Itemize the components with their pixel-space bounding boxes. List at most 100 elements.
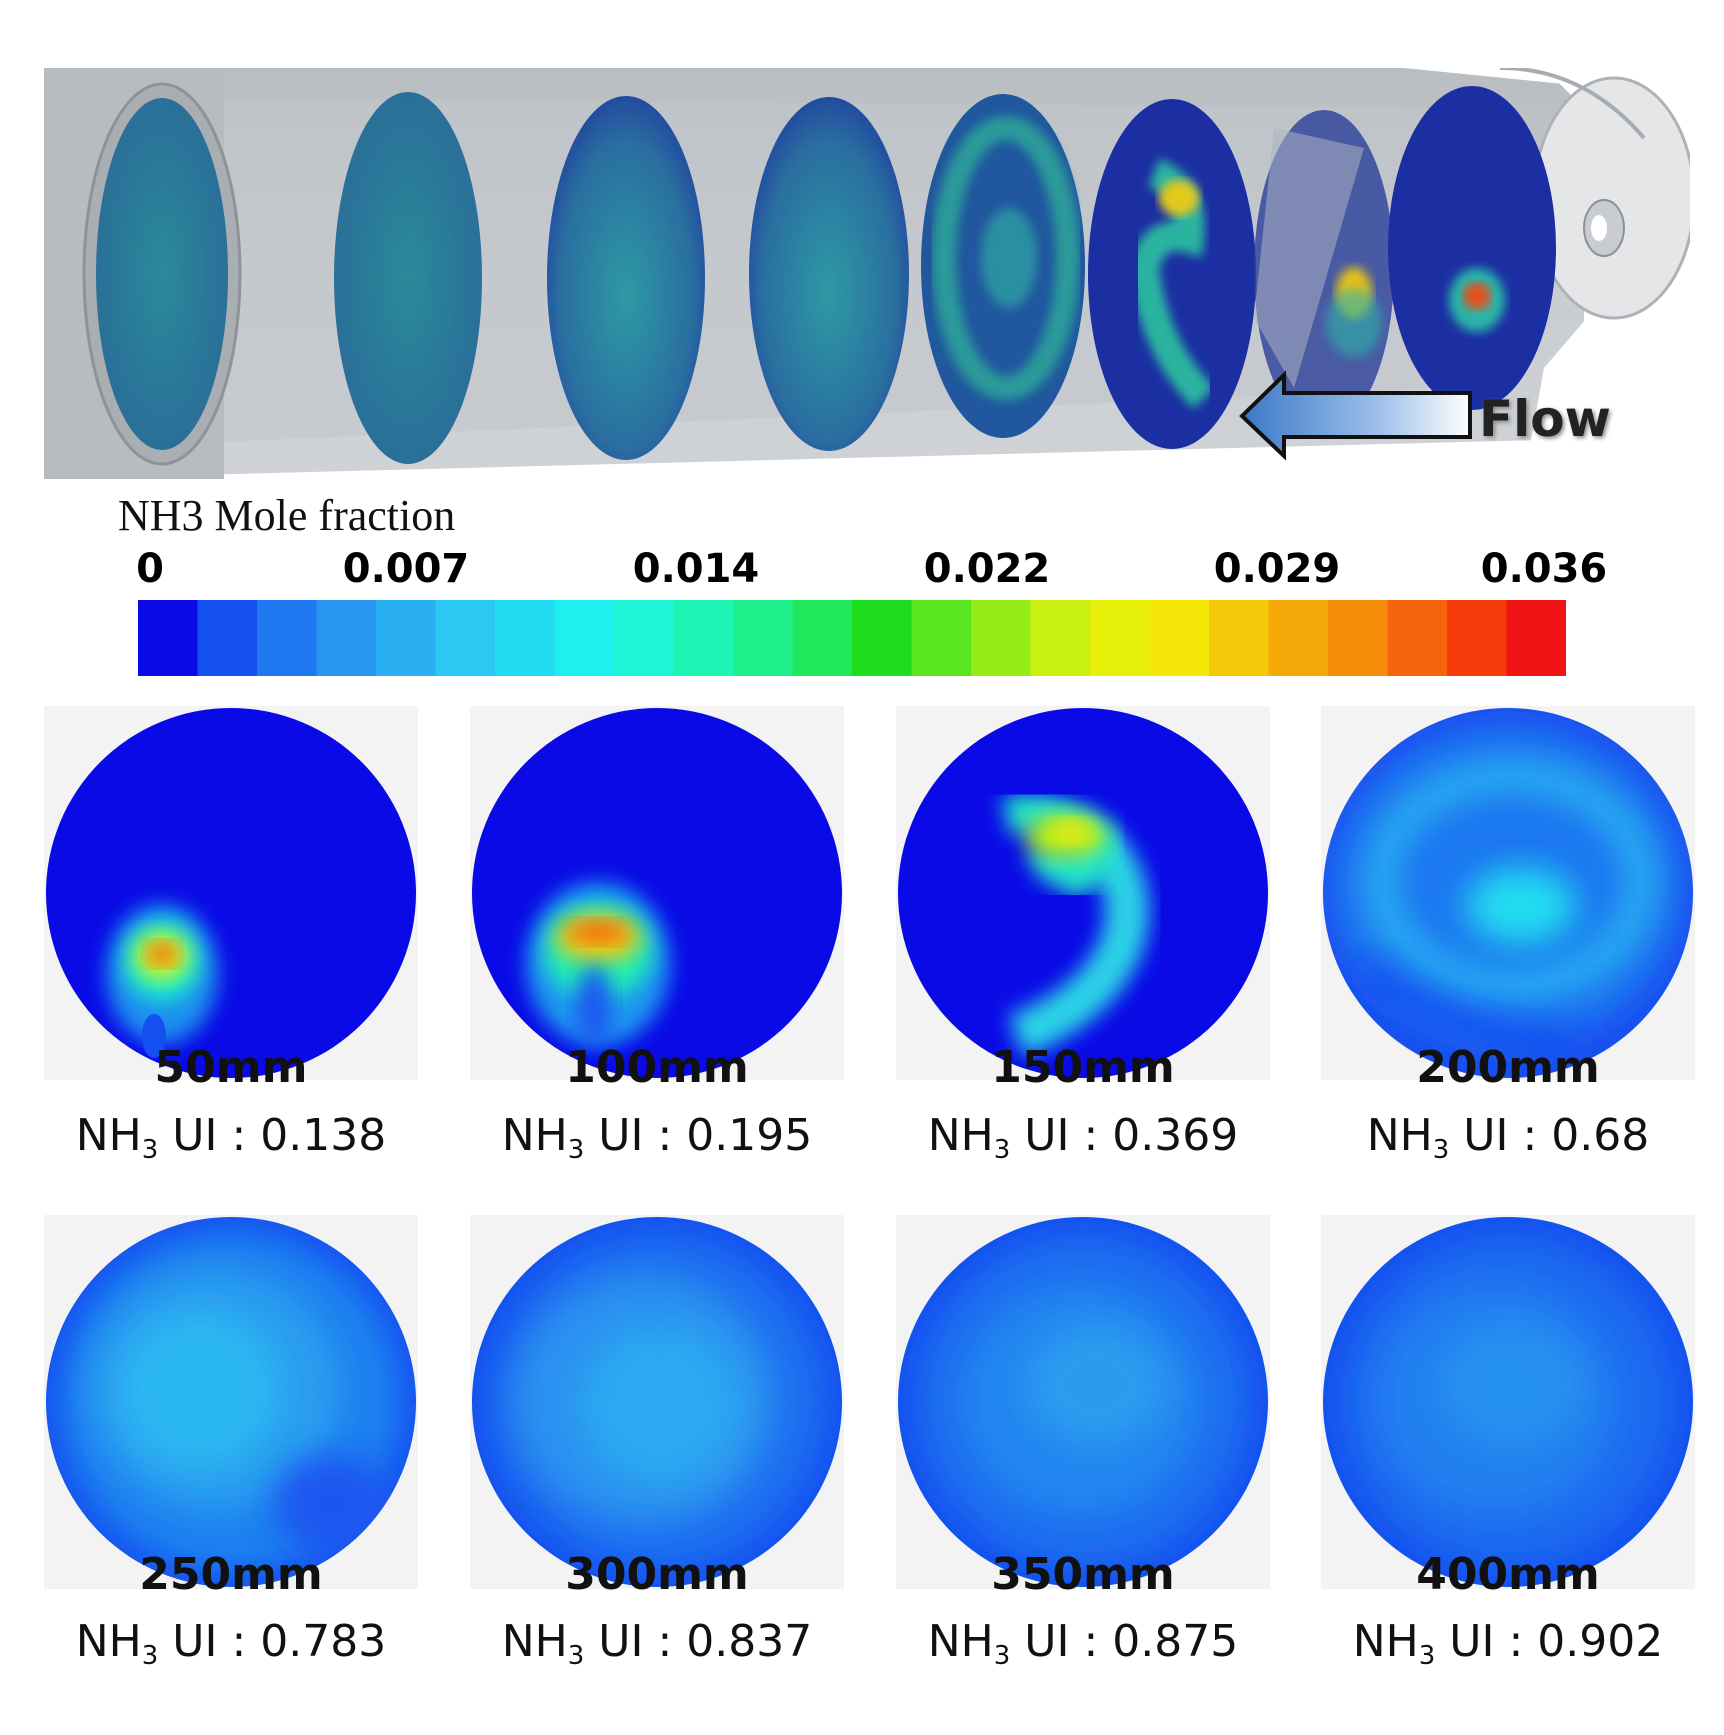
pipe-slice [1254, 110, 1394, 430]
colorbar-segment [1506, 600, 1566, 676]
cross-section-panel [1321, 706, 1695, 1080]
colorbar-segment [1387, 600, 1448, 676]
colorbar-segment [614, 600, 675, 676]
colorbar-segment [852, 600, 913, 676]
cross-section-disc [472, 708, 842, 1078]
colorbar-tick-label: 0.036 [1480, 546, 1608, 592]
uniformity-index-label: NH3 UI : 0.902 [1278, 1616, 1724, 1671]
section-position-label: 400mm [1416, 1549, 1600, 1600]
cross-section-contour [1323, 708, 1693, 1078]
ui-value: UI : 0.902 [1435, 1616, 1664, 1667]
ui-species: NH [75, 1110, 142, 1161]
colorbar-segment [792, 600, 853, 676]
ui-value: UI : 0.195 [584, 1110, 813, 1161]
pipe-slice [749, 97, 909, 451]
flow-arrow-icon [1239, 370, 1472, 461]
uniformity-index-label: NH3 UI : 0.68 [1278, 1110, 1724, 1165]
colorbar-segment [733, 600, 794, 676]
colorbar-segment [138, 600, 199, 676]
ui-species: NH [927, 1616, 994, 1667]
colorbar-segment [1209, 600, 1270, 676]
colorbar-title: NH3 Mole fraction [118, 491, 456, 540]
ui-species: NH [501, 1616, 568, 1667]
ui-value: UI : 0.837 [584, 1616, 813, 1667]
colorbar-segment [435, 600, 496, 676]
ui-value: UI : 0.875 [1010, 1616, 1239, 1667]
ui-species-subscript: 3 [567, 1641, 585, 1671]
ui-species: NH [75, 1616, 142, 1667]
cross-section-contour [1323, 1217, 1693, 1587]
pipe-slice [1388, 86, 1556, 410]
colorbar-segment [1268, 600, 1329, 676]
section-position-label: 50mm [154, 1042, 308, 1093]
ui-value: UI : 0.138 [158, 1110, 387, 1161]
cross-section-contour [472, 708, 842, 1078]
cross-section-panel [470, 1215, 844, 1589]
cross-section-panel [896, 706, 1270, 1080]
cross-section-contour [898, 1217, 1268, 1587]
pipe-slice [547, 96, 705, 460]
pipe-slice [1088, 99, 1256, 449]
cross-section-panel [1321, 1215, 1695, 1589]
uniformity-index-label: NH3 UI : 0.837 [427, 1616, 887, 1671]
colorbar-segment [554, 600, 615, 676]
colorbar-tick-label: 0.029 [1213, 546, 1341, 592]
ui-species: NH [501, 1110, 568, 1161]
cross-section-disc [46, 708, 416, 1078]
uniformity-index-label: NH3 UI : 0.783 [1, 1616, 461, 1671]
ui-species-subscript: 3 [141, 1135, 159, 1165]
colorbar-segment [1447, 600, 1508, 676]
ui-species: NH [1366, 1110, 1433, 1161]
uniformity-index-label: NH3 UI : 0.369 [853, 1110, 1313, 1165]
colorbar-segment [376, 600, 437, 676]
colorbar-tick-label: 0 [136, 546, 164, 592]
cross-section-contour [46, 708, 416, 1078]
pipe-slice [921, 94, 1085, 438]
cross-section-panel [44, 1215, 418, 1589]
section-position-label: 350mm [991, 1549, 1175, 1600]
colorbar-segment [495, 600, 556, 676]
colorbar-tick-label: 0.007 [342, 546, 470, 592]
ui-species-subscript: 3 [1418, 1641, 1436, 1671]
cross-section-panel [470, 706, 844, 1080]
colorbar-segment [316, 600, 377, 676]
flow-label: Flow [1479, 390, 1611, 448]
ui-species-subscript: 3 [1432, 1135, 1450, 1165]
colorbar [138, 600, 1566, 676]
colorbar-segment [1090, 600, 1151, 676]
ui-species-subscript: 3 [141, 1641, 159, 1671]
ui-species-subscript: 3 [993, 1641, 1011, 1671]
uniformity-index-label: NH3 UI : 0.195 [427, 1110, 887, 1165]
colorbar-segment [673, 600, 734, 676]
cross-section-contour [898, 708, 1268, 1078]
cross-section-panel [44, 706, 418, 1080]
colorbar-segment [971, 600, 1032, 676]
colorbar-segment [1328, 600, 1389, 676]
ui-value: UI : 0.783 [158, 1616, 387, 1667]
section-position-label: 200mm [1416, 1042, 1600, 1093]
ui-species-subscript: 3 [993, 1135, 1011, 1165]
colorbar-segment [1030, 600, 1091, 676]
cross-section-contour [46, 1217, 416, 1587]
ui-species-subscript: 3 [567, 1135, 585, 1165]
pipe-slice [334, 92, 482, 464]
section-position-label: 150mm [991, 1042, 1175, 1093]
cross-section-panel [896, 1215, 1270, 1589]
uniformity-index-label: NH3 UI : 0.138 [1, 1110, 461, 1165]
cross-section-contour [472, 1217, 842, 1587]
ui-value: UI : 0.68 [1449, 1110, 1650, 1161]
colorbar-segment [1149, 600, 1210, 676]
uniformity-index-label: NH3 UI : 0.875 [853, 1616, 1313, 1671]
colorbar-segment [257, 600, 318, 676]
ui-species: NH [927, 1110, 994, 1161]
colorbar-tick-label: 0.022 [923, 546, 1051, 592]
pipe-3d-view: Flow [44, 68, 1690, 479]
section-position-label: 300mm [565, 1549, 749, 1600]
ui-species: NH [1352, 1616, 1419, 1667]
section-position-label: 100mm [565, 1042, 749, 1093]
ui-value: UI : 0.369 [1010, 1110, 1239, 1161]
colorbar-tick-label: 0.014 [632, 546, 760, 592]
section-position-label: 250mm [139, 1549, 323, 1600]
colorbar-segment [197, 600, 258, 676]
colorbar-segment [911, 600, 972, 676]
